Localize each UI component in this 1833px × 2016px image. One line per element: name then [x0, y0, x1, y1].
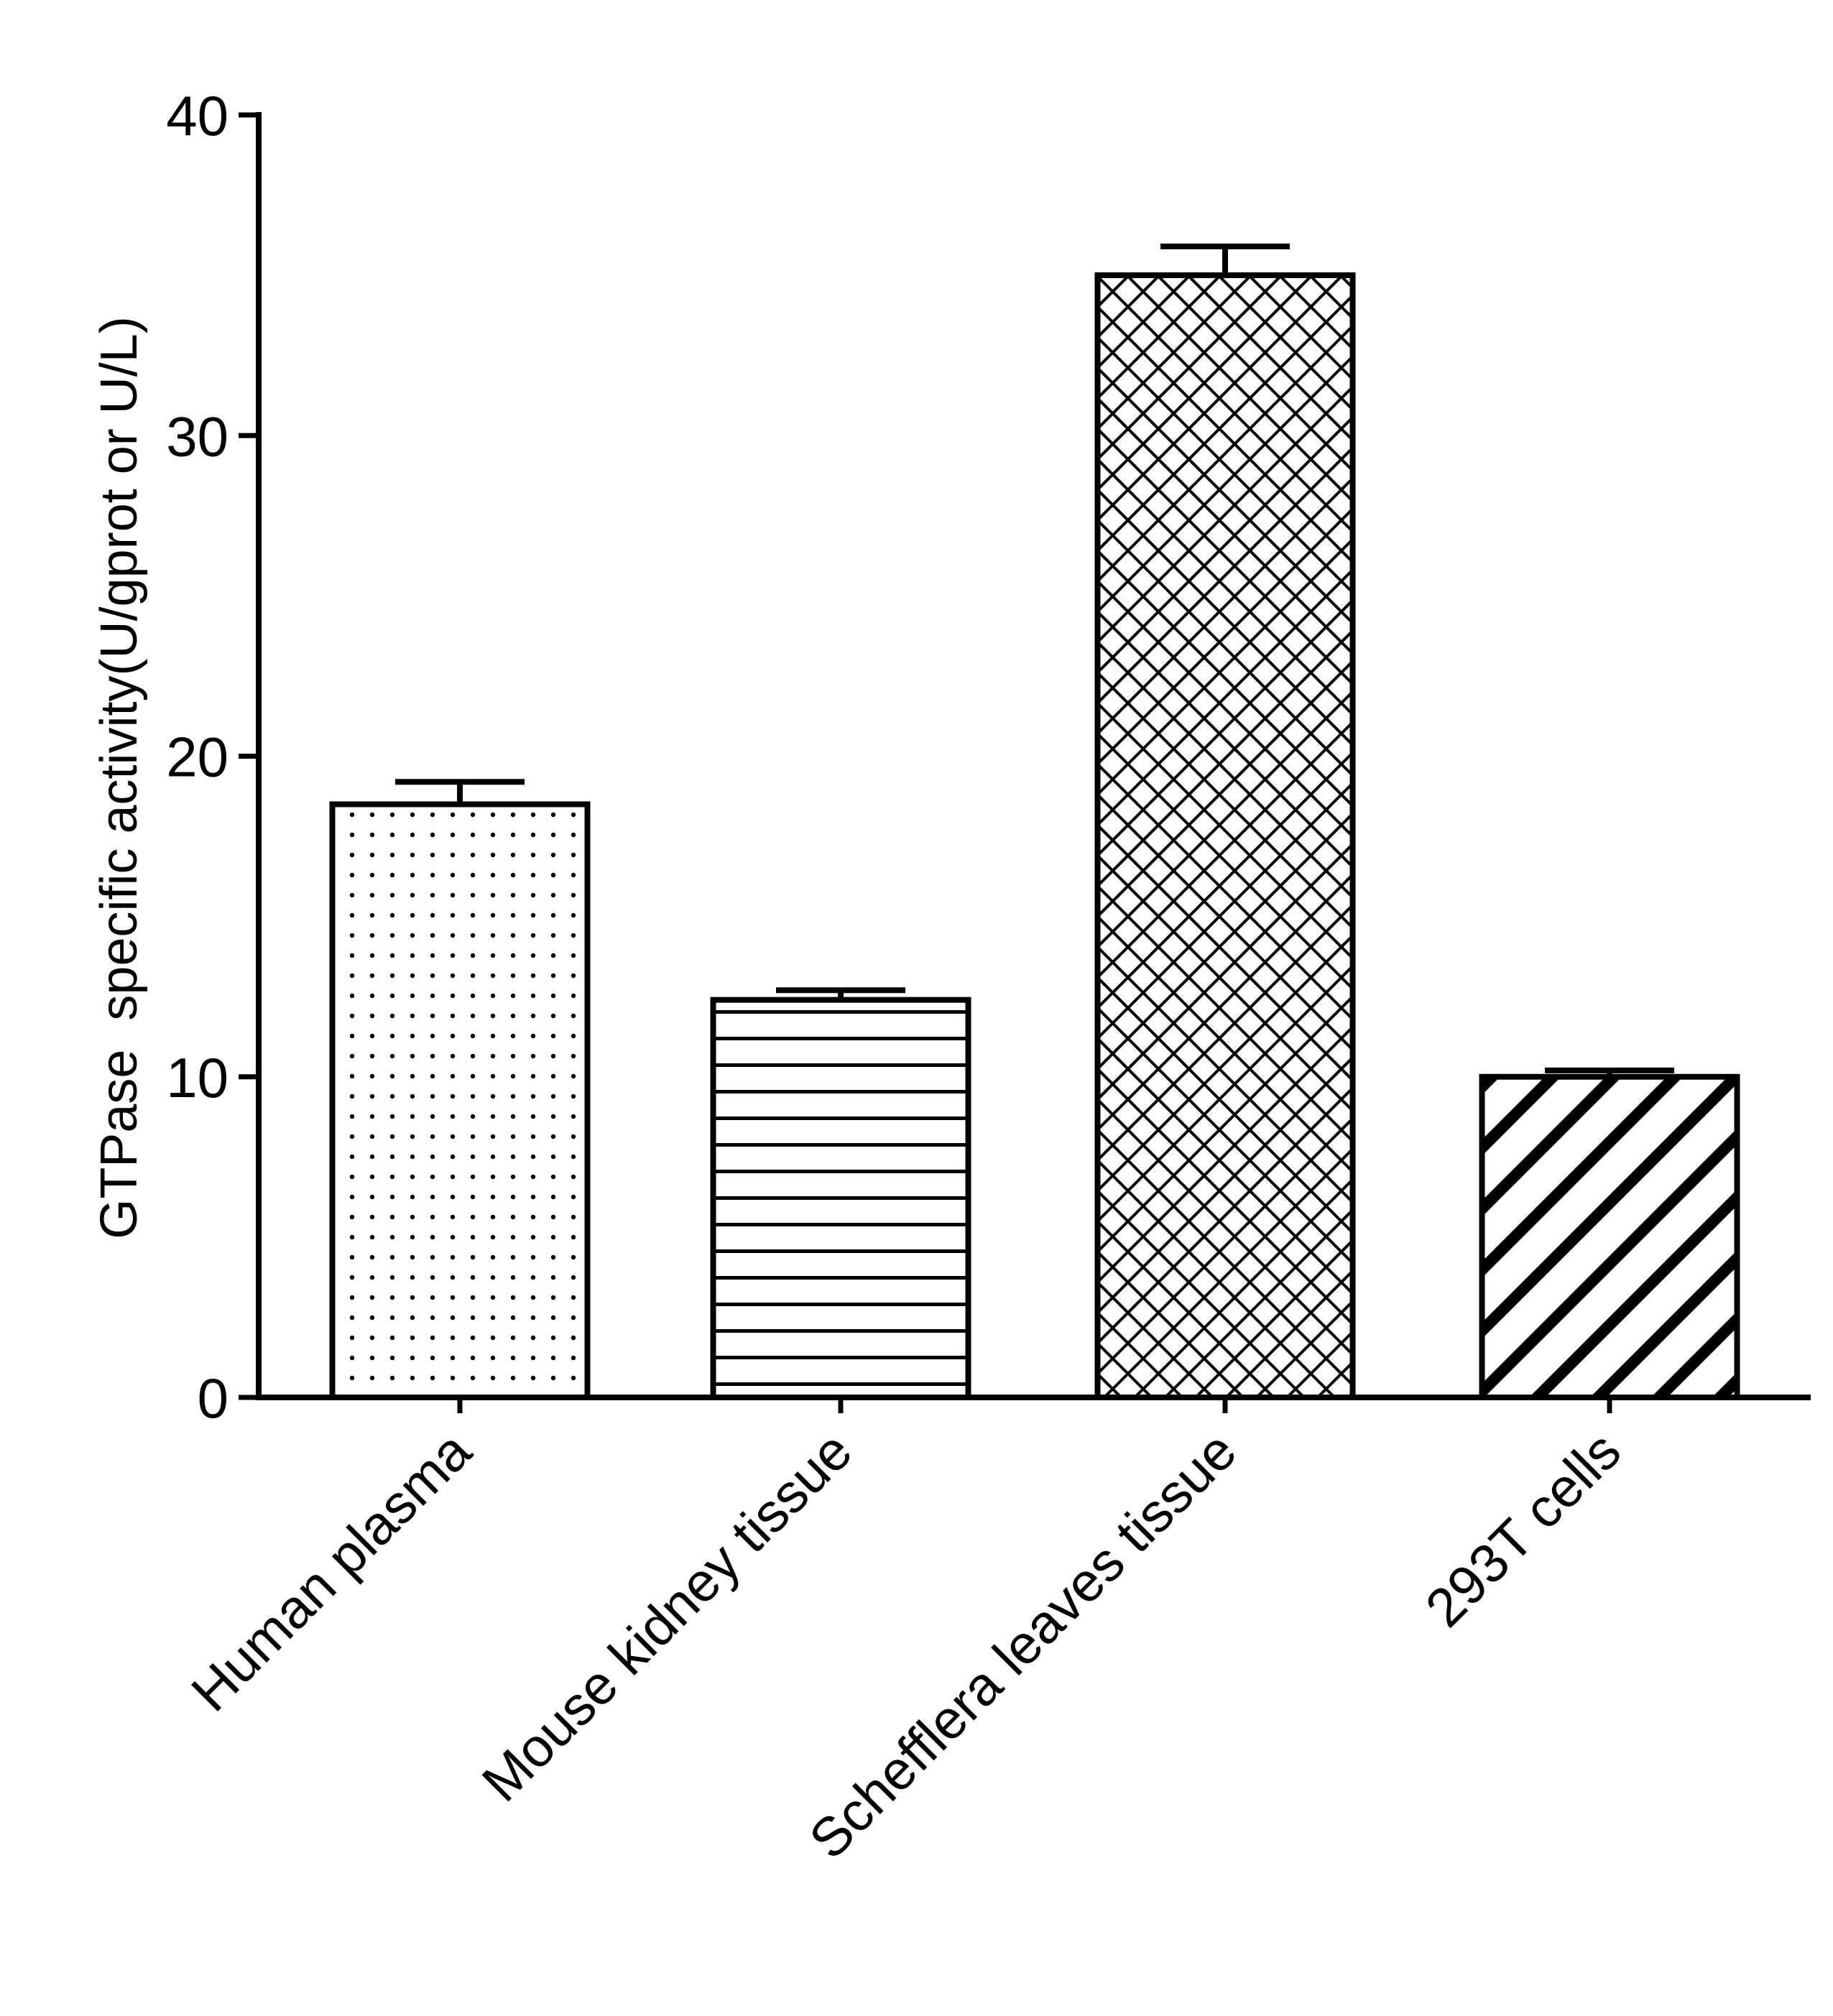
- bar-2: [710, 997, 971, 1400]
- bar-4: [1479, 1073, 1740, 1400]
- bar-1: [329, 801, 591, 1400]
- x-category-label: Schefflera leaves tissue: [798, 1420, 1248, 1871]
- ticks: [239, 112, 1612, 1413]
- bars: [329, 243, 1740, 1400]
- x-category-label: Mouse kidney tissue: [471, 1420, 864, 1813]
- y-tick-label: 10: [166, 1046, 228, 1109]
- y-tick-label: 20: [166, 726, 228, 789]
- y-tick-label: 40: [166, 84, 228, 147]
- y-tick-label: 30: [166, 404, 228, 468]
- x-category-label: 293T cells: [1414, 1420, 1633, 1639]
- x-category-label: Human plasma: [180, 1420, 484, 1723]
- y-axis-title-group: GTPase specific activity(U/gprot or U/L): [91, 316, 148, 1239]
- bar-3: [1094, 272, 1356, 1400]
- y-axis-title: GTPase specific activity(U/gprot or U/L): [91, 316, 148, 1239]
- y-tick-label: 0: [198, 1367, 228, 1430]
